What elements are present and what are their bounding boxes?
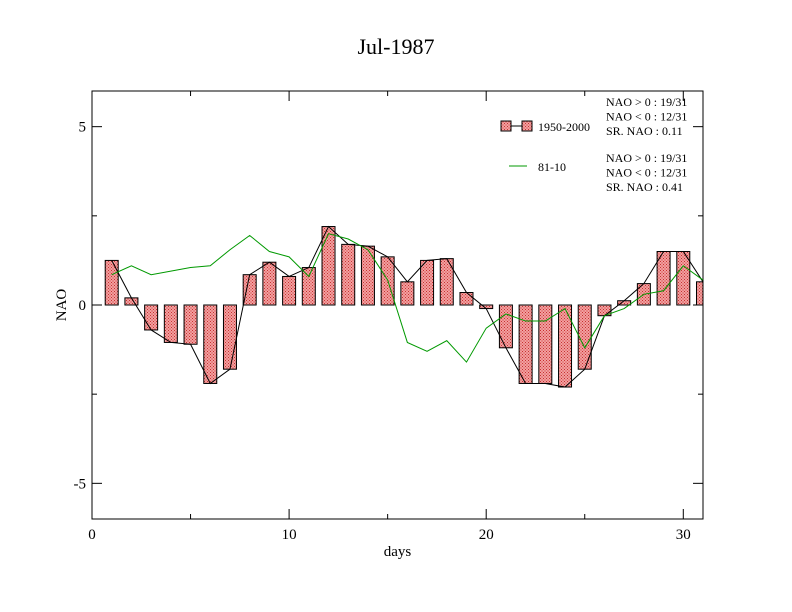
line-series	[111, 233, 704, 363]
legend-bar-marker	[500, 120, 512, 132]
bar	[203, 304, 218, 384]
chart-title: Jul-1987	[358, 34, 435, 59]
bar	[459, 292, 474, 306]
x-tick-label: 30	[676, 527, 691, 543]
legend-stat-text: NAO < 0 : 12/31	[606, 110, 687, 124]
y-tick-label: 0	[79, 298, 87, 314]
x-axis-label: days	[384, 544, 412, 560]
bar	[183, 304, 198, 345]
bar	[144, 304, 159, 331]
bar	[498, 304, 513, 349]
axis-ticks: 0 10 20 30 -5 0 5	[74, 91, 703, 543]
bar	[676, 251, 691, 306]
x-tick-label: 10	[282, 527, 297, 543]
y-tick-label: 5	[79, 120, 87, 136]
bar-connector-line	[111, 225, 704, 388]
legend-bar-marker	[521, 120, 533, 132]
bar	[577, 304, 592, 370]
legend-stat-text: NAO > 0 : 19/31	[606, 151, 687, 165]
bar	[518, 304, 533, 384]
legend-stat-text: NAO > 0 : 19/31	[606, 95, 687, 109]
x-tick-label: 0	[88, 527, 96, 543]
legend-label-1950-2000: 1950-2000	[538, 120, 590, 134]
bar	[321, 226, 336, 306]
series-line-81-10	[111, 233, 704, 363]
bar	[341, 243, 356, 306]
bar	[538, 304, 553, 384]
bar	[104, 259, 119, 306]
bar	[282, 275, 297, 306]
bar	[400, 281, 415, 306]
bar	[420, 259, 435, 306]
legend-stat-text: NAO < 0 : 12/31	[606, 166, 687, 180]
bar	[222, 304, 237, 370]
legend-label-81-10: 81-10	[538, 160, 566, 174]
bar	[242, 274, 257, 306]
bar	[301, 267, 316, 306]
bar	[696, 281, 704, 306]
legend-stat-text: SR. NAO : 0.11	[606, 124, 683, 138]
bar	[360, 245, 375, 306]
bar	[262, 261, 277, 306]
bar	[163, 304, 178, 343]
y-tick-label: -5	[74, 476, 87, 492]
x-tick-label: 20	[479, 527, 494, 543]
bar-series	[104, 225, 704, 388]
y-axis-label: NAO	[54, 289, 70, 322]
legend-stat-text: SR. NAO : 0.41	[606, 180, 683, 194]
bar	[124, 297, 139, 306]
